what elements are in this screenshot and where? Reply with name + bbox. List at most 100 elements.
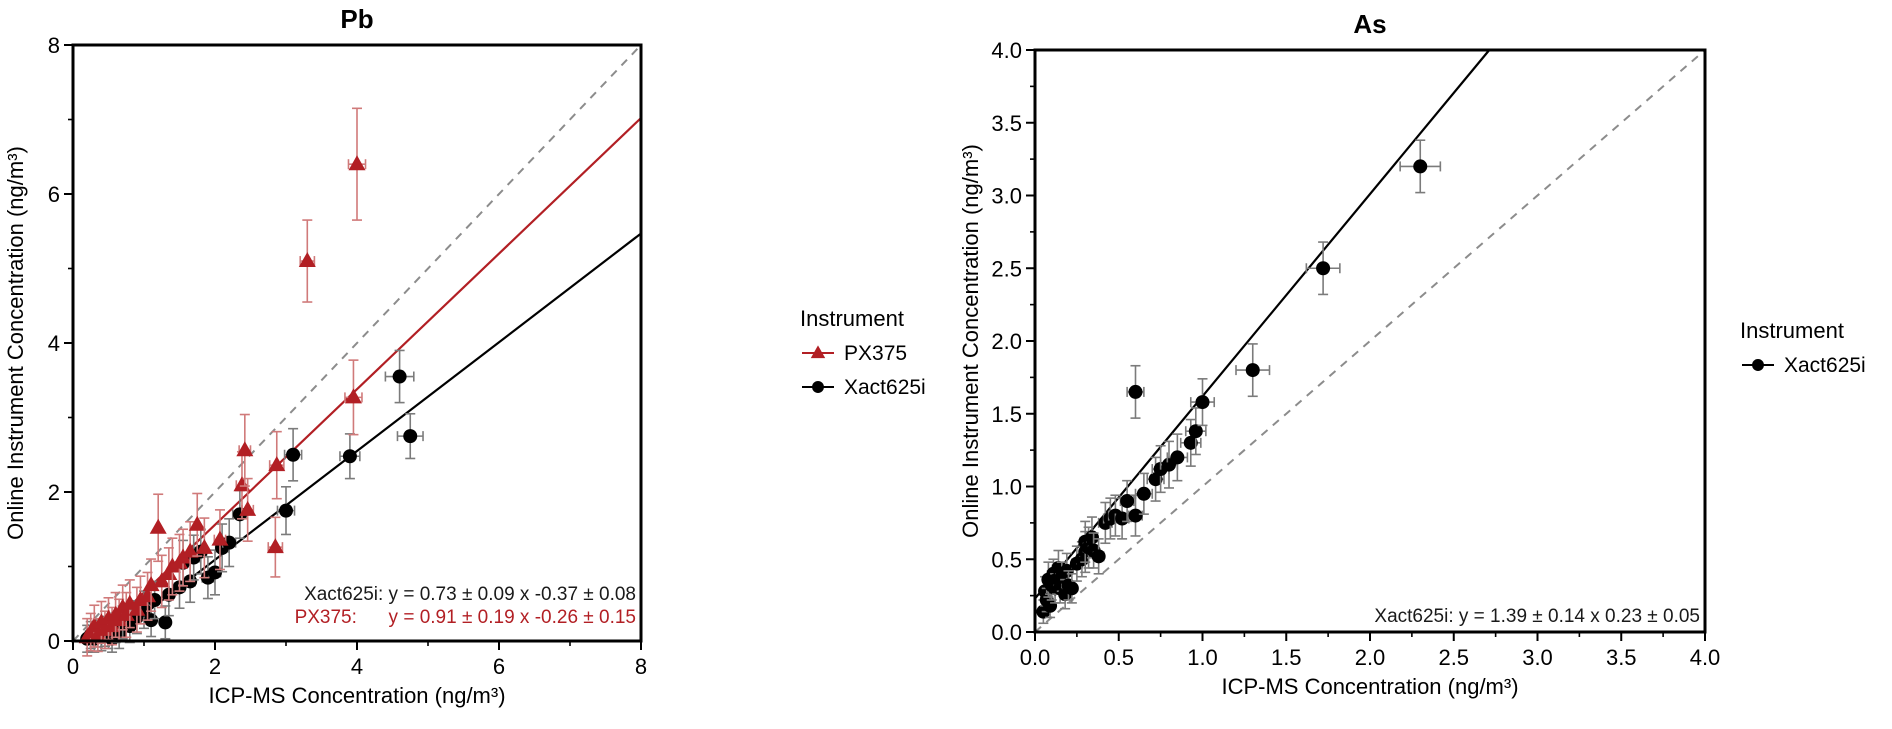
marker-circle xyxy=(286,447,301,462)
marker-circle xyxy=(1128,508,1143,523)
marker-circle xyxy=(1064,581,1079,596)
data-point xyxy=(266,516,284,578)
x-tick-label: 0.5 xyxy=(1103,645,1134,670)
marker-circle xyxy=(1128,384,1143,399)
data-point xyxy=(344,359,363,436)
data-point xyxy=(1305,241,1341,296)
marker-triangle xyxy=(233,476,251,492)
y-tick-label: 2.0 xyxy=(991,329,1022,354)
data-point xyxy=(276,485,296,536)
marker-triangle xyxy=(239,500,257,516)
x-tick-label: 1.5 xyxy=(1271,645,1302,670)
as-scatter-chart: As 0.0 0.5 1.0 1.5 2.0 2.5 3.0 3.5 4.0 ICP-MS Conc… xyxy=(958,9,1866,699)
legend-entry-label: Xact625i xyxy=(844,376,926,399)
y-tick-label: 4.0 xyxy=(991,38,1022,63)
data-point xyxy=(149,493,167,563)
legend-entry-xact625i: Xact625i xyxy=(1742,354,1866,377)
legend-entry-px375: PX375 xyxy=(802,342,907,365)
data-point xyxy=(1189,378,1216,427)
marker-triangle xyxy=(149,518,167,534)
x-tick-label: 2.5 xyxy=(1438,645,1469,670)
marker-triangle xyxy=(195,538,213,554)
x-tick-label: 4 xyxy=(351,654,363,679)
marker-triangle xyxy=(348,155,366,171)
x-tick-label: 1.0 xyxy=(1187,645,1218,670)
x-axis: 0.0 0.5 1.0 1.5 2.0 2.5 3.0 3.5 4.0 xyxy=(1020,632,1721,670)
y-axis: 0.0 0.5 1.0 1.5 2.0 2.5 3.0 3.5 4.0 xyxy=(991,38,1035,645)
y-tick-label: 0 xyxy=(48,629,60,654)
legend: Instrument Xact625i xyxy=(1740,318,1866,377)
data-point xyxy=(1064,572,1079,604)
data-point xyxy=(1399,139,1442,194)
data-point xyxy=(195,517,213,579)
data-point xyxy=(396,412,424,460)
marker-circle xyxy=(403,429,418,444)
y-tick-label: 3.0 xyxy=(991,184,1022,209)
marker-circle xyxy=(1084,530,1099,545)
identity-line xyxy=(72,44,642,642)
legend-title: Instrument xyxy=(1740,318,1844,343)
marker-circle xyxy=(392,369,407,384)
x-tick-label: 2 xyxy=(209,654,221,679)
marker-triangle xyxy=(344,388,362,404)
legend-entry-xact625i: Xact625i xyxy=(802,376,926,399)
y-tick-label: 1.0 xyxy=(991,475,1022,500)
y-tick-label: 0.5 xyxy=(991,547,1022,572)
marker-triangle xyxy=(298,252,316,268)
marker-circle xyxy=(1120,494,1135,509)
series-xact625i xyxy=(1036,139,1442,625)
data-point xyxy=(1235,343,1271,398)
legend: Instrument PX375 Xact625i xyxy=(800,306,926,399)
marker-circle xyxy=(1245,363,1260,378)
data-point xyxy=(384,349,415,404)
y-tick-label: 1.5 xyxy=(991,402,1022,427)
legend-entry-label: Xact625i xyxy=(1784,354,1866,377)
marker-circle xyxy=(158,615,173,630)
marker-circle xyxy=(1136,486,1151,501)
x-tick-label: 3.0 xyxy=(1522,645,1553,670)
data-point xyxy=(298,219,316,303)
x-axis-title: ICP-MS Concentration (ng/m³) xyxy=(208,683,505,708)
chart-title: As xyxy=(1353,9,1386,39)
y-tick-label: 4 xyxy=(48,331,60,356)
equation-annotation: Xact625i: y = 0.73 ± 0.09 x -0.37 ± 0.08 xyxy=(304,584,636,605)
fit-line-xact625i xyxy=(108,232,642,642)
marker-triangle xyxy=(188,515,206,531)
data-point xyxy=(1166,433,1189,482)
equation-annotation: PX375: y = 0.91 ± 0.19 x -0.26 ± 0.15 xyxy=(295,607,636,628)
data-point xyxy=(283,427,303,482)
x-axis: 0 2 4 6 8 xyxy=(67,641,647,679)
pb-scatter-chart: Pb 0 2 4 6 8 ICP-MS Concentration (ng/m³) 0 2 4 6 8… xyxy=(3,4,926,708)
x-tick-label: 4.0 xyxy=(1690,645,1721,670)
data-point xyxy=(236,413,254,487)
y-tick-label: 8 xyxy=(48,33,60,58)
marker-circle xyxy=(1170,450,1185,465)
x-tick-label: 3.5 xyxy=(1606,645,1637,670)
data-point xyxy=(239,477,257,542)
y-tick-label: 2.5 xyxy=(991,256,1022,281)
marker-circle xyxy=(1752,359,1764,371)
marker-circle xyxy=(279,503,293,518)
marker-circle xyxy=(812,381,824,393)
marker-circle xyxy=(1413,159,1428,174)
data-point xyxy=(188,492,206,557)
legend-entry-label: PX375 xyxy=(844,342,907,365)
marker-circle xyxy=(1316,261,1331,276)
data-point xyxy=(339,433,361,480)
x-tick-label: 6 xyxy=(493,654,505,679)
series-px375 xyxy=(78,107,367,657)
marker-circle xyxy=(1091,549,1106,564)
data-point xyxy=(211,509,229,571)
data-point xyxy=(1134,472,1154,515)
y-tick-label: 3.5 xyxy=(991,111,1022,136)
data-point xyxy=(158,605,173,640)
legend-title: Instrument xyxy=(800,306,904,331)
marker-triangle xyxy=(236,441,254,457)
marker-triangle xyxy=(266,538,284,554)
marker-triangle xyxy=(181,542,199,558)
identity-line xyxy=(1034,49,1706,633)
x-tick-label: 8 xyxy=(635,654,647,679)
data-point xyxy=(1091,538,1106,575)
marker-circle xyxy=(1188,424,1203,439)
marker-triangle xyxy=(810,345,826,359)
